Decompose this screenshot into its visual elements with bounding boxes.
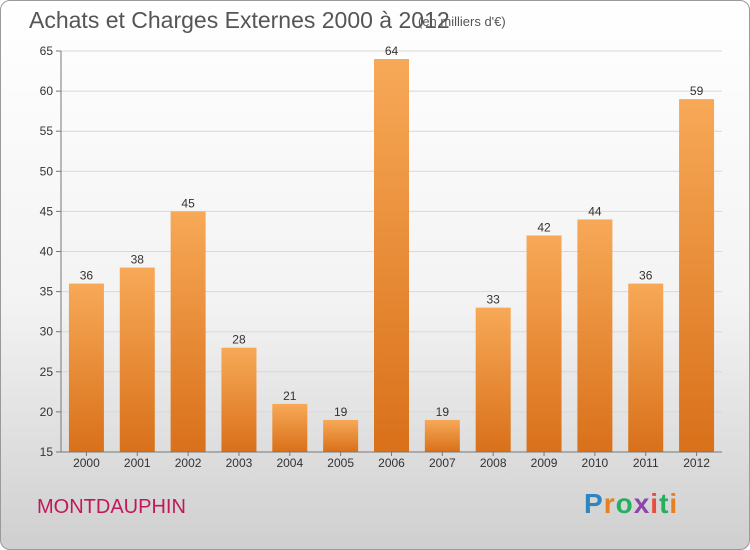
y-tick-label: 65 (40, 44, 54, 58)
y-tick-label: 20 (40, 405, 54, 419)
labels: 15 20 25 30 35 40 45 50 55 60 65 36 2000 38 2001 45 2002… (40, 44, 711, 470)
value-label-2005: 19 (334, 405, 348, 419)
bar-2010 (577, 219, 613, 452)
bar-2003 (221, 347, 257, 452)
x-tick-label-2003: 2003 (226, 456, 253, 470)
bar-2004 (272, 403, 308, 452)
value-label-2011: 36 (639, 269, 653, 283)
x-tick-label-2012: 2012 (683, 456, 710, 470)
axes (56, 50, 722, 456)
value-label-2006: 64 (385, 44, 399, 58)
bars (68, 59, 715, 453)
y-tick-label: 40 (40, 245, 54, 259)
value-label-2001: 38 (131, 253, 145, 267)
chart-subtitle: (en milliers d'€) (418, 14, 506, 29)
x-tick-label-2002: 2002 (175, 456, 202, 470)
x-tick-label-2001: 2001 (124, 456, 151, 470)
y-tick-label: 60 (40, 84, 54, 98)
y-tick-label: 55 (40, 124, 54, 138)
x-tick-label-2006: 2006 (378, 456, 405, 470)
brand-letter: i (650, 488, 660, 519)
bar-2005 (323, 419, 359, 452)
x-tick-label-2000: 2000 (73, 456, 100, 470)
brand-letter: t (659, 488, 670, 519)
town-name: MONTDAUPHIN (37, 496, 186, 518)
bar-2011 (628, 283, 664, 452)
bar-2000 (68, 283, 104, 452)
bar-2012 (679, 99, 715, 453)
bar-2001 (119, 267, 155, 452)
value-label-2000: 36 (80, 269, 94, 283)
value-label-2012: 59 (690, 84, 704, 98)
value-label-2008: 33 (487, 293, 501, 307)
x-tick-label-2010: 2010 (582, 456, 609, 470)
bar-2002 (170, 211, 206, 452)
x-tick-label-2008: 2008 (480, 456, 507, 470)
value-label-2010: 44 (588, 204, 602, 218)
x-tick-label-2004: 2004 (276, 456, 303, 470)
value-label-2002: 45 (181, 196, 195, 210)
brand-letter: P (584, 488, 604, 519)
bar-2008 (475, 307, 511, 452)
chart-title: Achats et Charges Externes 2000 à 2012 (29, 7, 450, 33)
x-tick-label-2011: 2011 (633, 456, 659, 470)
value-label-2009: 42 (537, 220, 551, 234)
brand-letter: o (615, 488, 634, 519)
value-label-2007: 19 (436, 405, 450, 419)
brand-letter: r (603, 488, 616, 519)
brand-letter: x (633, 488, 651, 519)
y-tick-label: 35 (40, 285, 54, 299)
y-tick-label: 15 (40, 445, 54, 459)
value-label-2003: 28 (232, 333, 246, 347)
x-tick-label-2005: 2005 (327, 456, 354, 470)
brand-letter: i (669, 488, 679, 519)
brand-logo: Proxiti (584, 488, 678, 520)
y-tick-label: 25 (40, 365, 54, 379)
y-tick-label: 50 (40, 164, 54, 178)
value-label-2004: 21 (283, 389, 297, 403)
y-tick-label: 30 (40, 325, 54, 339)
y-tick-label: 45 (40, 204, 54, 218)
bar-2006 (374, 59, 409, 453)
bar-2009 (526, 235, 562, 452)
bar-2007 (424, 419, 460, 452)
x-tick-label-2009: 2009 (531, 456, 558, 470)
x-tick-label-2007: 2007 (429, 456, 456, 470)
